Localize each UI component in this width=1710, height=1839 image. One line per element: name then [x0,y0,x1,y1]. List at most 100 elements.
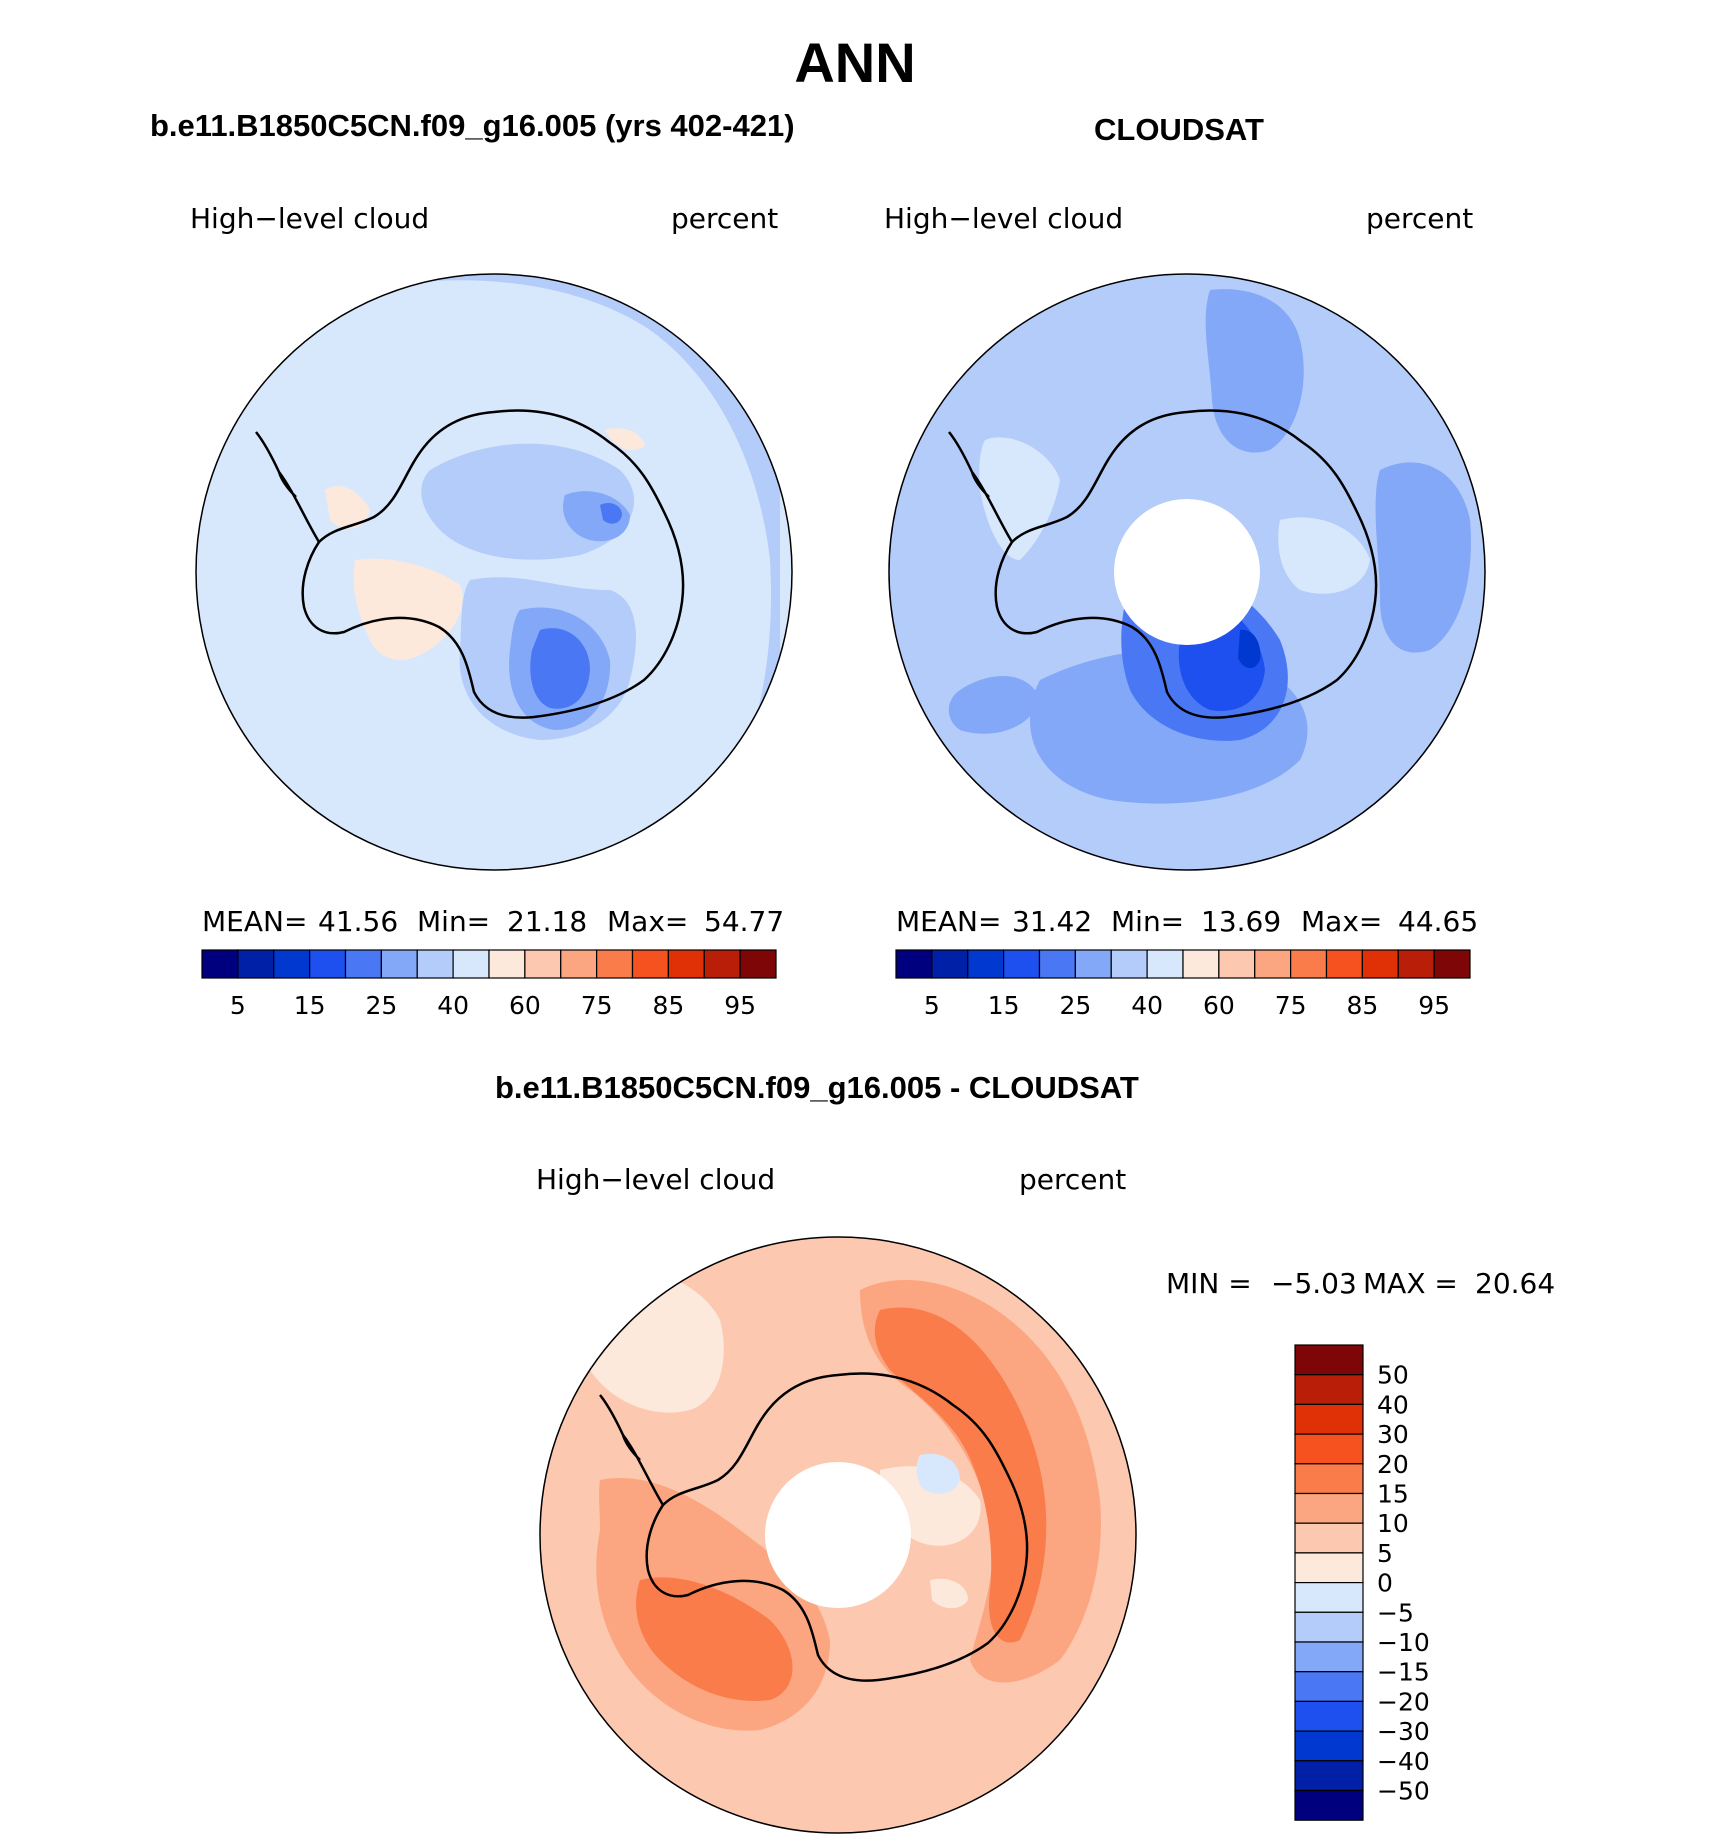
panel2-max: 44.65 [1398,905,1479,938]
difference-colorbar-label: −15 [1377,1658,1430,1687]
panel2-mean: 31.42 [1012,905,1093,938]
panel2-min: 13.69 [1201,905,1282,938]
difference-colorbar-label: −50 [1377,1777,1430,1806]
difference-colorbar-box [1294,1552,1364,1584]
panel1-colorbar-label: 5 [230,991,246,1020]
panel2-colorbar-label: 15 [988,991,1020,1020]
panel2-colorbar: 5 15 25 40 60 75 85 95 [895,949,1471,1020]
difference-colorbar-box [1294,1403,1364,1435]
panel2-colorbar-label: 60 [1203,991,1235,1020]
panel1-colorbar-box [237,949,275,979]
difference-colorbar-label: −30 [1377,1717,1430,1746]
panel2-map [888,273,1486,871]
difference-colorbar-label: 20 [1377,1450,1409,1479]
panel1-colorbar-box [488,949,526,979]
difference-colorbar-box [1294,1700,1364,1732]
panel1-map [195,273,793,871]
panel1-title: b.e11.B1850C5CN.f09_g16.005 (yrs 402-421… [150,108,795,143]
panel2-colorbar-label: 5 [924,991,940,1020]
panel2-mean-label: MEAN= [896,905,1002,938]
panel1-colorbar-box [667,949,705,979]
difference-title: b.e11.B1850C5CN.f09_g16.005 - CLOUDSAT [495,1070,1139,1105]
panel1-colorbar-box [560,949,598,979]
panel2-colorbar-box [1110,949,1148,979]
difference-colorbar-label: −20 [1377,1687,1430,1716]
main-title: ANN [794,31,916,94]
difference-colorbar-box [1294,1611,1364,1643]
difference-colorbar-box [1294,1789,1364,1821]
panel2-colorbar-label: 95 [1418,991,1450,1020]
difference-colorbar-box [1294,1522,1364,1554]
difference-colorbar-box [1294,1671,1364,1702]
panel2-colorbar-box [1290,949,1328,979]
panel1-colorbar-box [273,949,311,979]
panel1-colorbar-label: 85 [652,991,684,1020]
panel1-mean-label: MEAN= [202,905,308,938]
panel2-colorbar-box [1074,949,1112,979]
difference-colorbar-box [1294,1730,1364,1762]
panel2-min-label: Min= [1111,905,1185,938]
panel1-colorbar-box [344,949,382,979]
difference-colorbar-label: 30 [1377,1420,1409,1449]
panel1-units: percent [671,202,779,235]
panel2-title: CLOUDSAT [1094,112,1264,147]
difference-max: 20.64 [1475,1267,1556,1300]
panel2-colorbar-label: 25 [1059,991,1091,1020]
panel1-colorbar-box [631,949,669,979]
panel2-colorbar-box [1325,949,1363,979]
panel2-colorbar-label: 85 [1346,991,1378,1020]
panel2-units: percent [1366,202,1474,235]
difference-colorbar-label: 40 [1377,1390,1409,1419]
difference-colorbar-box [1294,1492,1364,1524]
difference-colorbar-label: 5 [1377,1539,1393,1568]
difference-colorbar-box [1294,1760,1364,1792]
difference-units: percent [1019,1163,1127,1196]
panel1-max-label: Max= [607,905,689,938]
panel1-max: 54.77 [704,905,785,938]
panel2-colorbar-box [1433,949,1471,979]
difference-colorbar-label: 10 [1377,1509,1409,1538]
panel1-min: 21.18 [507,905,588,938]
difference-max-label: MAX = [1363,1267,1458,1300]
panel2-colorbar-box [1182,949,1220,979]
panel2-colorbar-box [1003,949,1041,979]
panel2-colorbar-box [1146,949,1184,979]
panel2-colorbar-box [931,949,969,979]
panel2-colorbar-box [1397,949,1435,979]
difference-variable: High−level cloud [536,1163,776,1196]
panel1-colorbar-box [380,949,418,979]
panel2-max-label: Max= [1301,905,1383,938]
panel2-colorbar-box [1218,949,1256,979]
difference-colorbar-box [1294,1433,1364,1465]
panel2-colorbar-box [1361,949,1399,979]
panel2-variable: High−level cloud [884,202,1124,235]
difference-colorbar-label: −5 [1377,1598,1414,1627]
panel1-colorbar-box [596,949,634,979]
panel1-mean: 41.56 [318,905,399,938]
panel1-colorbar-box [739,949,777,979]
difference-map [539,1236,1137,1834]
panel1-colorbar-label: 95 [724,991,756,1020]
panel1-colorbar-label: 75 [581,991,613,1020]
panel1-colorbar-box [416,949,454,979]
panel1-colorbar: 5 15 25 40 60 75 85 95 [201,949,777,1020]
panel1-min-label: Min= [417,905,491,938]
difference-colorbar-label: −40 [1377,1747,1430,1776]
panel1-variable: High−level cloud [190,202,430,235]
difference-colorbar-label: 50 [1377,1361,1409,1390]
panel1-colorbar-label: 15 [294,991,326,1020]
difference-min: −5.03 [1271,1267,1357,1300]
difference-colorbar-box [1294,1374,1364,1405]
panel1-colorbar-box [201,949,239,979]
panel1-colorbar-label: 25 [365,991,397,1020]
panel2-colorbar-box [967,949,1005,979]
panel2-colorbar-box [1038,949,1076,979]
difference-min-label: MIN = [1166,1267,1252,1300]
panel1-colorbar-label: 60 [509,991,541,1020]
panel2-colorbar-label: 75 [1275,991,1307,1020]
difference-colorbar-box [1294,1463,1364,1495]
panel1-colorbar-box [524,949,562,979]
panel1-colorbar-box [703,949,741,979]
difference-colorbar-box [1294,1581,1364,1613]
